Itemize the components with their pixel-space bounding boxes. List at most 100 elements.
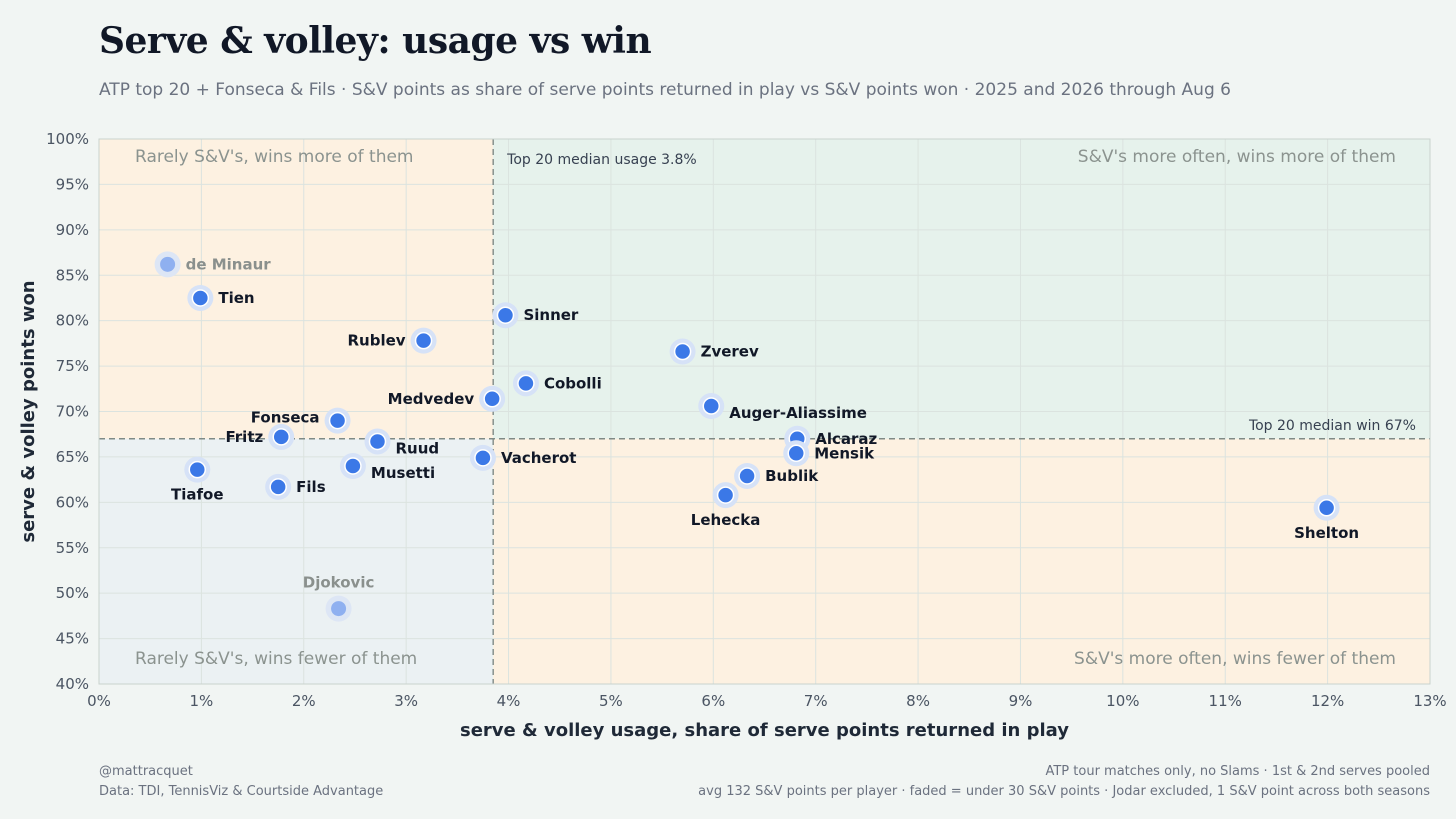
x-tick-label: 10%: [1106, 692, 1139, 710]
footer-author: @mattracquet: [99, 764, 193, 779]
quadrant-backgrounds: [99, 139, 1430, 684]
point-marker: [331, 601, 347, 617]
x-tick-label: 13%: [1413, 692, 1446, 710]
point-label: de Minaur: [186, 255, 272, 273]
point-marker: [716, 486, 735, 504]
x-tick-label: 1%: [189, 692, 213, 710]
x-tick-label: 6%: [701, 692, 725, 710]
point-label: Rublev: [347, 332, 405, 350]
point-label: Mensik: [814, 444, 875, 462]
y-tick-label: 75%: [56, 357, 89, 375]
y-tick-label: 85%: [56, 266, 89, 284]
point-label: Fritz: [226, 428, 264, 446]
quadrant-labels: Rarely S&V's, wins more of them S&V's mor…: [135, 147, 1396, 669]
footer-note-2: avg 132 S&V points per player · faded = …: [698, 784, 1430, 799]
point-marker: [344, 457, 362, 475]
point-label: Cobolli: [544, 374, 602, 392]
point-marker: [702, 397, 721, 415]
point-marker: [191, 289, 210, 307]
x-tick-label: 5%: [599, 692, 623, 710]
y-tick-label: 65%: [56, 448, 89, 466]
data-point: Vacherot: [469, 444, 577, 471]
footer-source: Data: TDI, TennisViz & Courtside Advanta…: [99, 784, 384, 799]
point-label: Ruud: [395, 439, 439, 457]
data-point: Shelton: [1294, 494, 1359, 542]
point-marker: [673, 342, 692, 361]
y-tick-label: 40%: [56, 675, 89, 693]
y-tick-label: 70%: [56, 403, 89, 421]
data-point: Medvedev: [388, 385, 506, 412]
point-label: Sinner: [523, 306, 578, 324]
data-point: Rublev: [347, 327, 437, 354]
point-label: Medvedev: [388, 390, 475, 408]
y-tick-label: 55%: [56, 539, 89, 557]
reference-lines: Top 20 median usage 3.8% Top 20 median wi…: [99, 139, 1430, 684]
plot-frame: [98, 138, 1431, 685]
y-tick-label: 80%: [56, 312, 89, 330]
point-marker: [787, 444, 805, 463]
point-label: Bublik: [765, 467, 819, 485]
x-tick-label: 12%: [1311, 692, 1344, 710]
x-tick-label: 8%: [906, 692, 930, 710]
chart-subtitle: ATP top 20 + Fonseca & Fils · S&V points…: [99, 80, 1231, 100]
point-marker: [738, 467, 756, 485]
data-point: Djokovic: [303, 574, 375, 622]
point-marker: [517, 374, 535, 393]
data-point: Fritz: [226, 423, 295, 450]
point-label: Tien: [218, 289, 254, 307]
point-marker: [269, 478, 287, 496]
point-label: Djokovic: [303, 574, 375, 592]
quadrant-label-top-left: Rarely S&V's, wins more of them: [135, 147, 413, 167]
point-marker: [483, 390, 501, 408]
y-tick-label: 100%: [46, 130, 89, 148]
point-label: Musetti: [371, 464, 435, 482]
point-marker: [474, 449, 492, 467]
quadrant-bottom-right: [493, 438, 1430, 684]
y-tick-label: 90%: [56, 221, 89, 239]
y-tick-label: 95%: [56, 175, 89, 193]
point-marker: [160, 256, 176, 272]
y-tick-label: 45%: [56, 630, 89, 648]
data-point: Mensik: [783, 440, 875, 467]
point-marker: [368, 432, 387, 451]
point-label: Shelton: [1294, 524, 1359, 542]
x-tick-label: 4%: [497, 692, 521, 710]
data-point: Sinner: [492, 302, 579, 329]
data-point: de Minaur: [154, 251, 272, 278]
x-tick-label: 11%: [1209, 692, 1242, 710]
point-label: Zverev: [701, 343, 759, 361]
point-marker: [272, 428, 290, 446]
data-point: Tien: [187, 284, 255, 311]
x-tick-label: 2%: [292, 692, 316, 710]
data-point: Auger-Aliassime: [698, 393, 867, 422]
x-tick-label: 9%: [1009, 692, 1033, 710]
data-point: Musetti: [339, 453, 435, 482]
point-marker: [414, 331, 433, 350]
y-tick-label: 60%: [56, 493, 89, 511]
data-point: Lehecka: [691, 482, 760, 529]
quadrant-top-right: [493, 139, 1430, 439]
quadrant-label-bottom-right: S&V's more often, wins fewer of them: [1074, 649, 1396, 669]
quadrant-bottom-left: [99, 438, 494, 684]
chart-title: Serve & volley: usage vs win: [99, 20, 652, 62]
data-point: Cobolli: [512, 370, 602, 397]
point-label: Tiafoe: [171, 486, 224, 504]
x-tick-label: 7%: [804, 692, 828, 710]
footer-note-1: ATP tour matches only, no Slams · 1st & …: [1045, 764, 1430, 779]
point-marker: [496, 306, 515, 324]
data-point: Bublik: [734, 462, 819, 489]
point-marker: [1317, 499, 1336, 517]
point-marker: [328, 411, 347, 430]
y-axis-title: serve & volley points won: [18, 280, 39, 542]
point-label: Fils: [296, 478, 326, 496]
y-tick-label: 50%: [56, 584, 89, 602]
quadrant-label-top-right: S&V's more often, wins more of them: [1078, 147, 1396, 167]
point-label: Vacherot: [501, 449, 577, 467]
data-points: de Minaur Tien Sinner Rublev Zverev Cobolli Me…: [154, 251, 1359, 622]
data-point: Fonseca: [251, 407, 351, 434]
quadrant-top-left: [99, 139, 494, 439]
data-point: Ruud: [364, 428, 439, 457]
median-usage-label: Top 20 median usage 3.8%: [506, 152, 697, 168]
point-label: Auger-Aliassime: [729, 404, 867, 422]
